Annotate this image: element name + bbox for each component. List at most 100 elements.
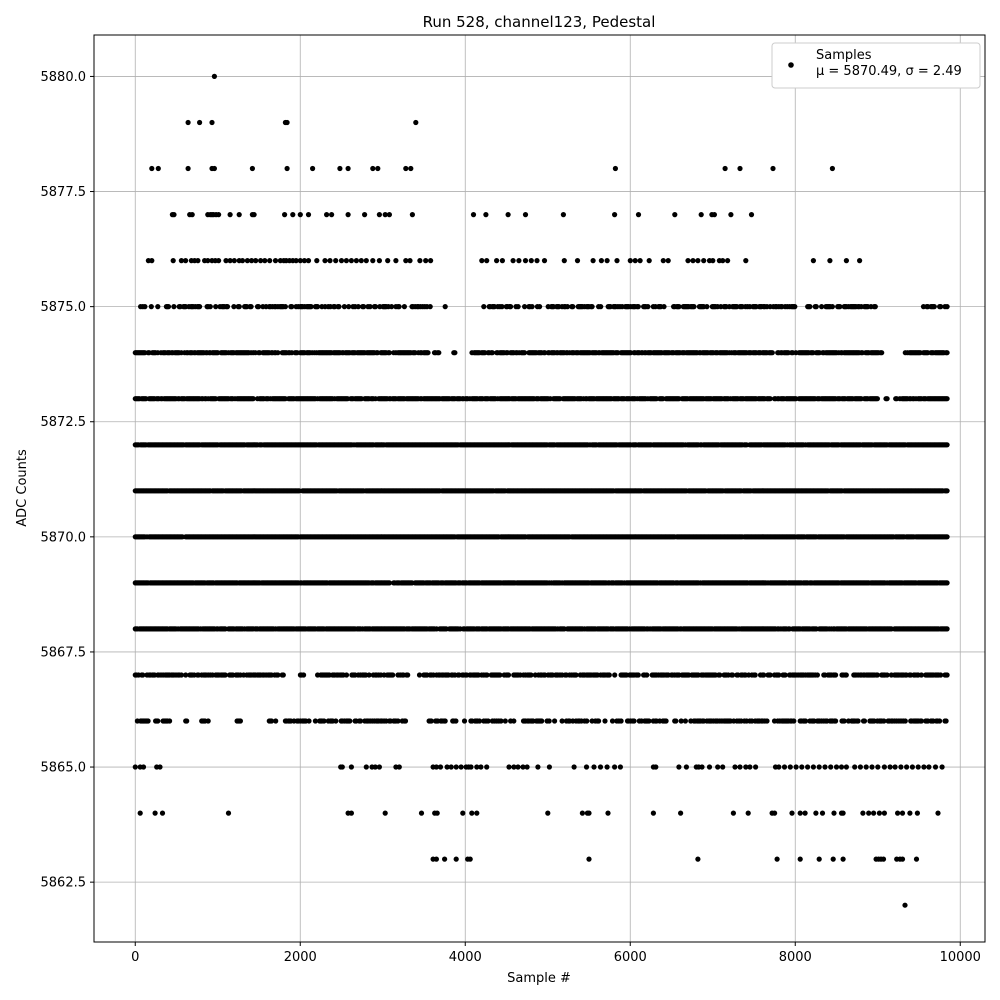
data-point: [691, 304, 697, 310]
data-point: [470, 212, 477, 218]
data-point: [637, 258, 643, 264]
data-point: [701, 258, 707, 264]
data-point: [510, 258, 516, 264]
data-point: [329, 212, 335, 218]
data-point: [522, 212, 529, 218]
data-point: [345, 212, 351, 218]
data-point: [211, 165, 217, 172]
data-point: [561, 258, 567, 264]
data-point: [857, 764, 864, 770]
data-point: [452, 350, 458, 356]
data-point: [250, 396, 256, 402]
data-point: [506, 764, 512, 770]
data-point: [769, 350, 775, 356]
data-point: [140, 764, 147, 770]
data-point: [149, 258, 155, 264]
data-point: [546, 764, 553, 770]
data-point: [149, 165, 155, 172]
data-point: [810, 764, 817, 770]
data-point: [382, 212, 388, 218]
data-point: [819, 810, 826, 816]
data-point: [574, 258, 581, 264]
data-point: [339, 764, 345, 770]
data-point: [612, 165, 619, 172]
data-point: [676, 304, 682, 310]
data-point: [586, 856, 592, 862]
data-point: [529, 304, 535, 310]
data-point: [665, 258, 671, 264]
data-point: [448, 764, 454, 770]
data-point: [372, 304, 379, 310]
data-point: [427, 304, 433, 310]
data-point: [829, 304, 836, 310]
data-point: [535, 764, 541, 770]
data-point: [792, 304, 798, 310]
data-point: [802, 810, 808, 816]
data-point: [216, 258, 222, 264]
data-point: [499, 258, 505, 264]
data-point: [840, 810, 846, 816]
data-point: [376, 258, 382, 264]
data-point: [863, 764, 869, 770]
data-point: [545, 810, 551, 816]
data-point: [732, 764, 738, 770]
data-point: [787, 764, 793, 770]
data-point: [474, 810, 480, 816]
data-point: [256, 304, 262, 310]
data-point: [460, 810, 466, 816]
data-point: [730, 810, 737, 816]
data-point: [375, 165, 381, 172]
data-point: [341, 304, 347, 310]
data-point: [211, 73, 217, 79]
data-point: [289, 304, 295, 310]
data-point: [522, 350, 528, 356]
data-point: [171, 304, 177, 310]
data-point: [829, 165, 836, 172]
data-point: [805, 764, 811, 770]
data-point: [632, 258, 638, 264]
data-point: [434, 810, 440, 816]
data-point: [376, 764, 382, 770]
data-point: [753, 764, 759, 770]
data-point: [720, 764, 726, 770]
data-point: [483, 212, 489, 218]
data-point: [189, 212, 195, 218]
data-point: [413, 119, 419, 126]
data-point: [165, 304, 172, 310]
data-point: [442, 304, 448, 310]
data-point: [875, 764, 881, 770]
data-point: [537, 304, 543, 310]
data-point: [293, 258, 299, 264]
data-point: [290, 212, 296, 218]
data-point: [178, 258, 184, 264]
data-point: [386, 212, 392, 218]
data-point: [346, 304, 352, 310]
data-point: [284, 165, 290, 172]
data-point: [831, 810, 837, 816]
data-point: [442, 856, 448, 862]
data-point: [612, 764, 618, 770]
data-point: [484, 764, 490, 770]
data-point: [586, 810, 592, 816]
data-point: [898, 764, 904, 770]
data-point: [869, 764, 875, 770]
data-point: [508, 304, 514, 310]
data-point: [604, 764, 610, 770]
data-point: [315, 304, 321, 310]
data-point: [338, 258, 345, 264]
data-point: [437, 764, 444, 770]
data-point: [767, 396, 773, 402]
data-point: [830, 856, 836, 862]
data-point: [322, 258, 328, 264]
data-point: [926, 764, 932, 770]
data-point: [904, 764, 910, 770]
data-point: [236, 304, 242, 310]
data-point: [403, 165, 409, 172]
data-point: [520, 764, 526, 770]
data-point: [837, 304, 843, 310]
data-point: [137, 810, 143, 816]
data-point: [944, 304, 950, 310]
data-point: [711, 212, 718, 218]
data-point: [909, 764, 916, 770]
